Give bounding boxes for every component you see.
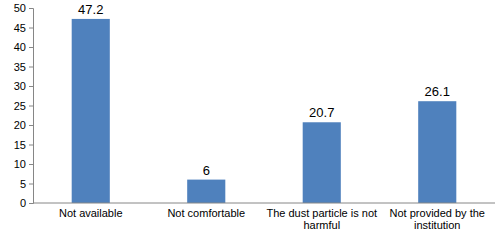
plot: 0 5 10 15 20 25 30 35 40 45 50 Not available Not com… bbox=[14, 2, 495, 232]
tick: The dust particle is notharmful bbox=[266, 203, 377, 231]
tick-label: 40 bbox=[14, 41, 26, 53]
data-label: 20.7 bbox=[309, 105, 334, 120]
tick-mark bbox=[29, 145, 33, 146]
tick-mark bbox=[29, 164, 33, 165]
tick-label: 5 bbox=[20, 178, 26, 190]
axis-line bbox=[29, 9, 34, 204]
tick-label: 15 bbox=[14, 139, 26, 151]
bar bbox=[72, 19, 110, 203]
tick-mark bbox=[29, 203, 33, 204]
tick-mark bbox=[29, 28, 33, 29]
x-axis: Not available Not comfortable The dust par… bbox=[33, 203, 495, 231]
data-label: 6 bbox=[203, 163, 210, 178]
tick-mark bbox=[29, 184, 33, 185]
tick: 5 bbox=[20, 178, 33, 190]
tick-label: 20 bbox=[14, 119, 26, 131]
tick: 15 bbox=[14, 139, 33, 151]
bar bbox=[418, 101, 456, 203]
tick: 10 bbox=[14, 158, 33, 170]
tick-label: 0 bbox=[20, 197, 26, 209]
tick-mark bbox=[29, 106, 33, 107]
tick: 50 bbox=[14, 2, 33, 14]
tick-label: 50 bbox=[14, 2, 26, 14]
tick: 25 bbox=[14, 100, 33, 112]
tick: 35 bbox=[14, 61, 33, 73]
tick-label: Not provided by theinstitution bbox=[390, 207, 485, 232]
tick: Not available bbox=[59, 203, 123, 219]
tick-label: 30 bbox=[14, 80, 26, 92]
tick-label: The dust particle is notharmful bbox=[266, 207, 377, 232]
tick-mark bbox=[29, 47, 33, 48]
tick-label: 25 bbox=[14, 100, 26, 112]
data-label: 47.2 bbox=[78, 2, 103, 17]
bar bbox=[303, 122, 341, 203]
tick-mark bbox=[29, 125, 33, 126]
bar bbox=[187, 180, 225, 203]
tick-label: Not available bbox=[59, 207, 123, 219]
tick-mark bbox=[29, 67, 33, 68]
y-axis: 0 5 10 15 20 25 30 35 40 45 50 bbox=[14, 2, 34, 209]
chart: 0 5 10 15 20 25 30 35 40 45 50 Not available Not com… bbox=[0, 0, 500, 241]
tick-mark bbox=[29, 8, 33, 9]
bars bbox=[72, 19, 457, 203]
tick-label: 10 bbox=[14, 158, 26, 170]
tick-mark bbox=[29, 86, 33, 87]
tick: Not comfortable bbox=[167, 203, 245, 219]
tick: Not provided by theinstitution bbox=[390, 203, 485, 231]
tick: 0 bbox=[20, 197, 33, 209]
tick: 45 bbox=[14, 22, 33, 34]
tick: 40 bbox=[14, 41, 33, 53]
tick-label: 35 bbox=[14, 61, 26, 73]
tick-label: Not comfortable bbox=[167, 207, 245, 219]
data-label: 26.1 bbox=[425, 84, 450, 99]
tick: 20 bbox=[14, 119, 33, 131]
data-labels: 47.2 6 20.7 26.1 bbox=[78, 2, 450, 178]
axis-line bbox=[33, 203, 495, 204]
tick: 30 bbox=[14, 80, 33, 92]
tick-label: 45 bbox=[14, 22, 26, 34]
